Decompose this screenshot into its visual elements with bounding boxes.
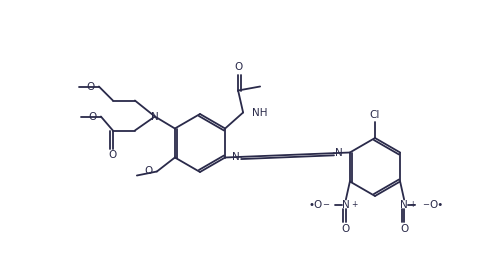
Text: N: N [335,148,343,158]
Text: +: + [409,200,415,209]
Text: Cl: Cl [370,110,380,120]
Text: N: N [400,199,408,209]
Text: O: O [400,224,408,234]
Text: N: N [342,199,350,209]
Text: NH: NH [252,107,268,117]
Text: O: O [342,224,350,234]
Text: −: − [322,200,329,209]
Text: −: − [422,200,429,209]
Text: O: O [87,81,95,91]
Text: +: + [351,200,357,209]
Text: •O: •O [308,199,323,209]
Text: O: O [145,167,153,177]
Text: O•: O• [429,199,444,209]
Text: O: O [109,151,117,161]
Text: O: O [234,62,242,72]
Text: N: N [151,112,159,122]
Text: N: N [232,152,240,162]
Text: O: O [89,112,97,122]
